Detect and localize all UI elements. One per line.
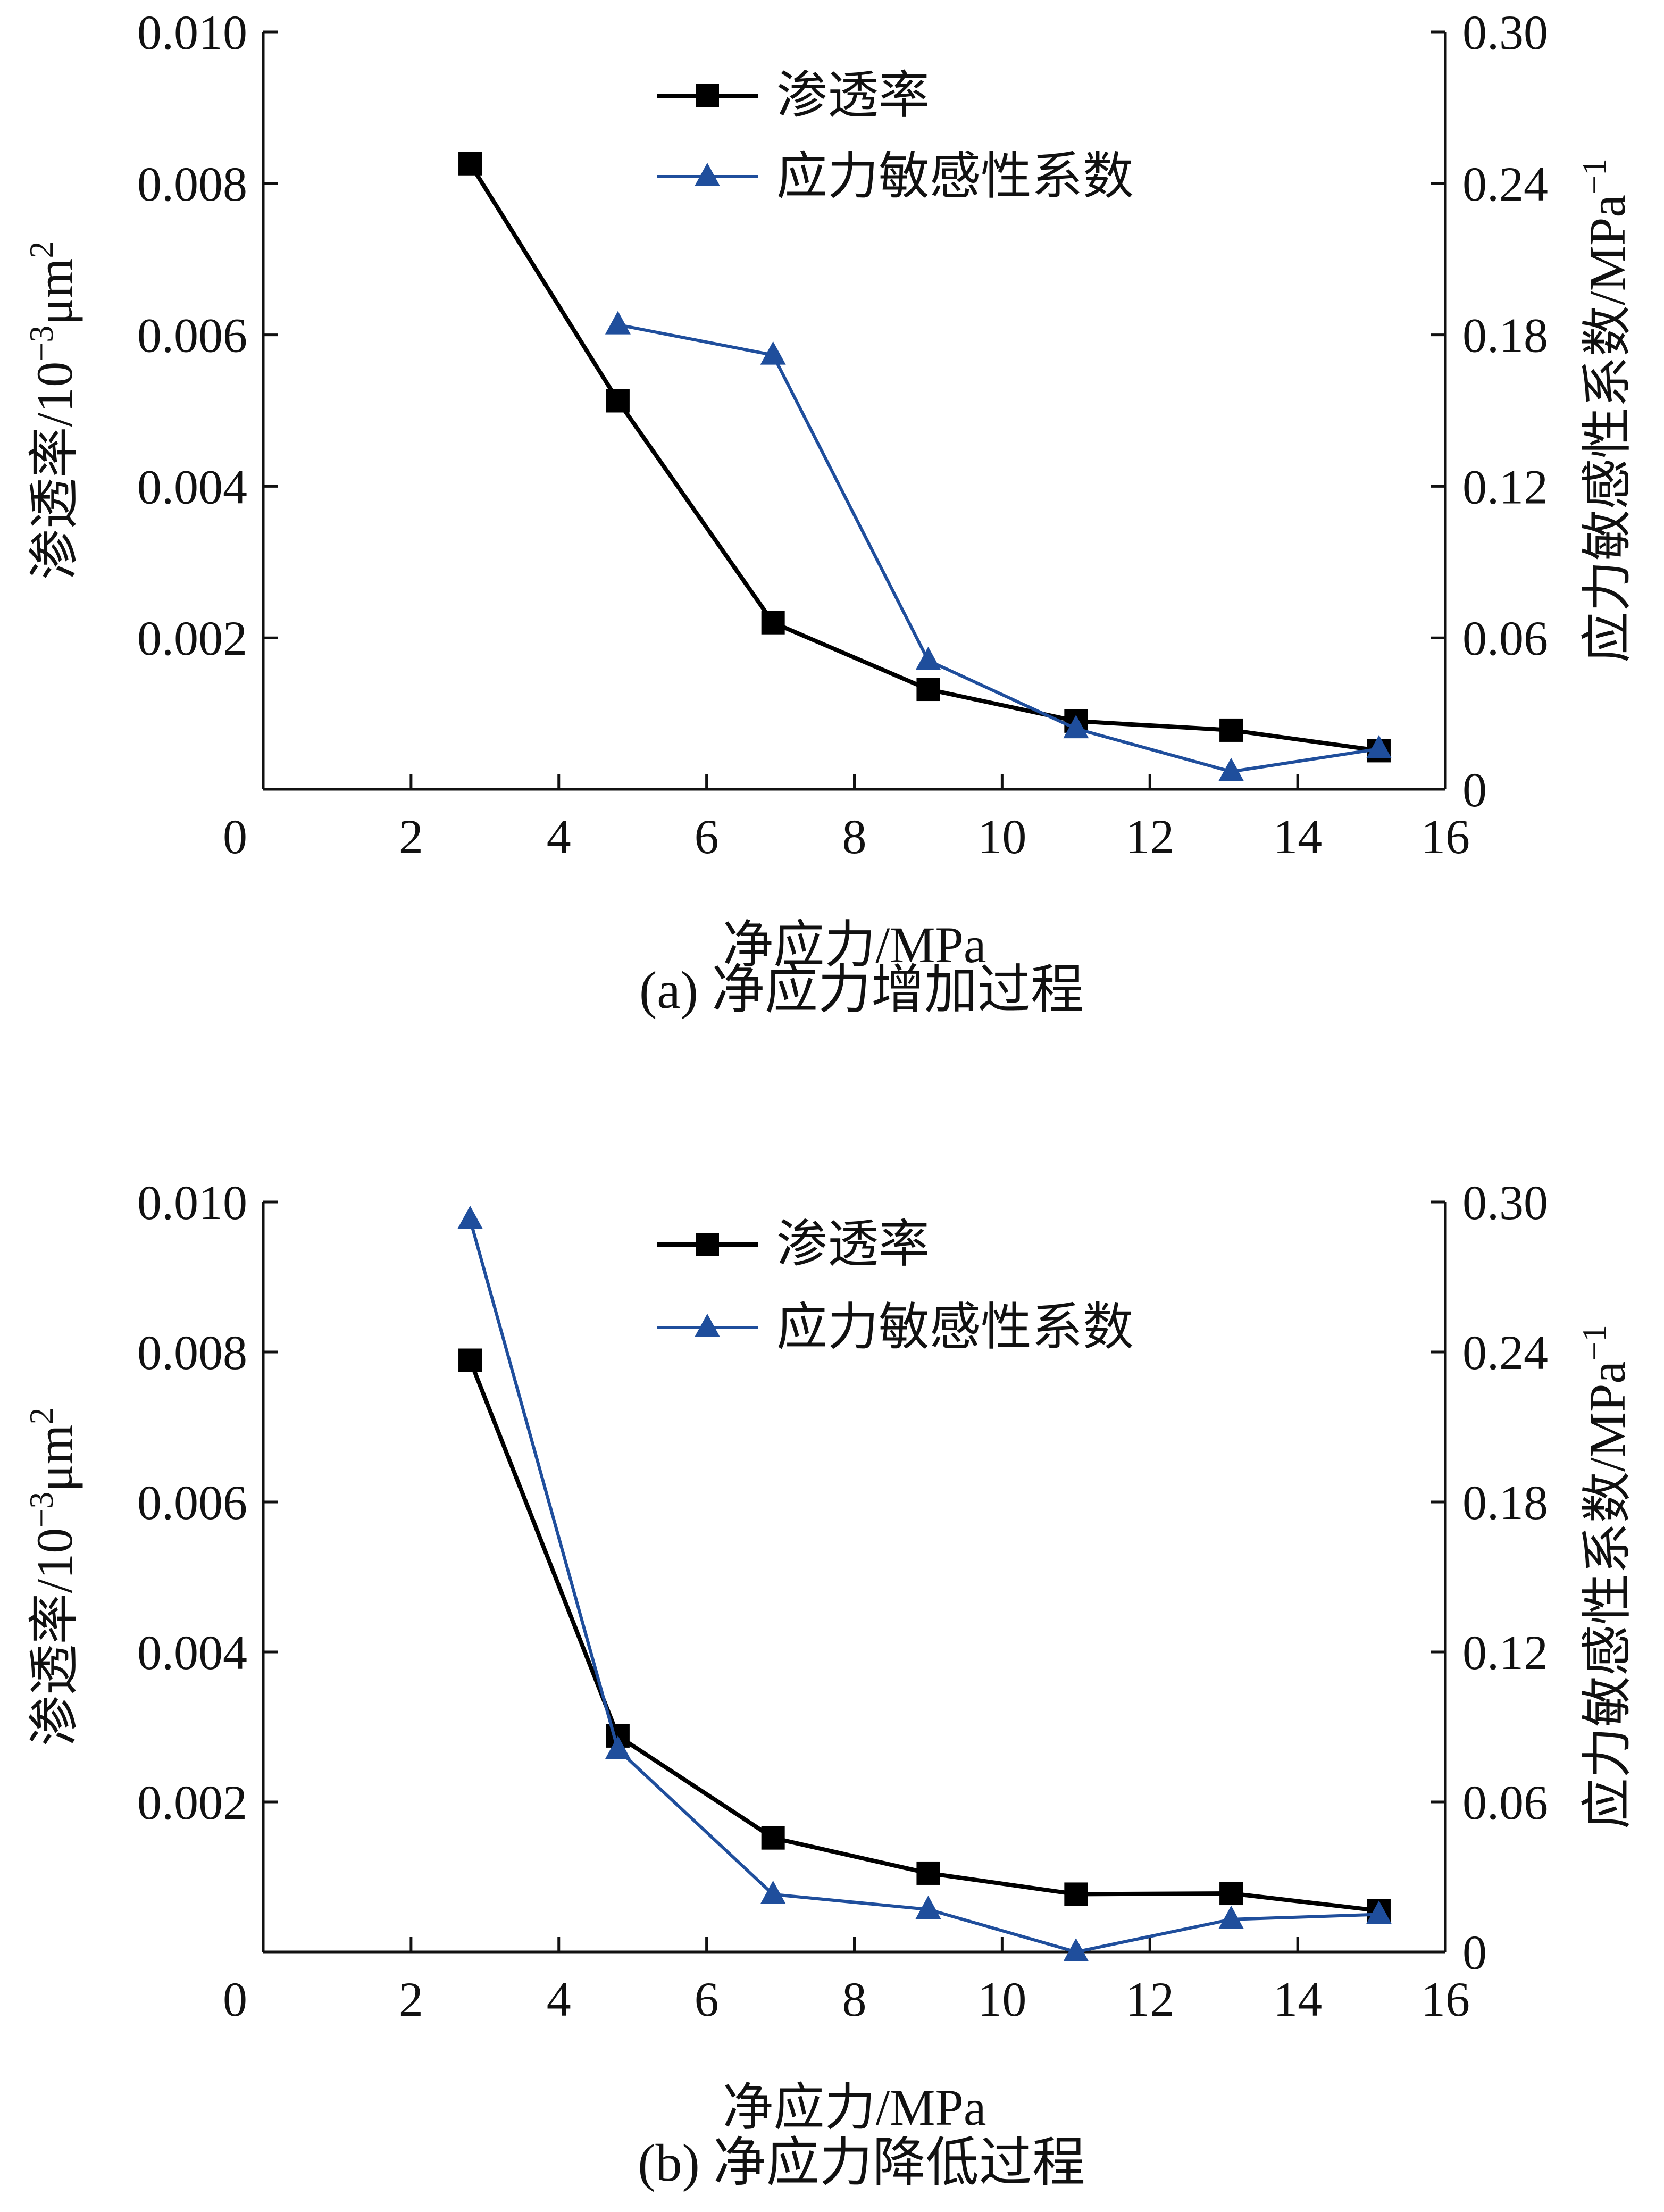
y-right-tick-label: 0.30 [1462,5,1548,60]
data-point-triangle [605,311,631,335]
data-point-square [916,678,940,702]
y-right-title-main: 应力敏感性系数/MPa [1579,1361,1636,1829]
data-point-square [1219,718,1243,742]
y-right-tick-label: 0.06 [1462,611,1548,665]
data-point-triangle [1366,735,1392,759]
series-stress-sensitivity [605,311,1392,781]
data-point-square [1219,1882,1243,1906]
y-left-title-exp: −3 [22,325,60,362]
y-right-tick-label: 0.12 [1462,460,1548,514]
y-left-title-main: 渗透率/10 [26,1528,83,1747]
data-point-square [761,1826,785,1850]
x-tick-label: 6 [695,1972,719,2026]
legend-marker-square [696,1233,719,1256]
y-right-tick-label: 0 [1462,1925,1487,1980]
x-tick-label: 2 [399,809,423,864]
y-left-axis-title: 渗透率/10−3μm2 [22,241,83,580]
y-left-tick-label: 0.006 [137,308,247,363]
data-point-square [458,152,482,176]
data-point-triangle [760,341,786,365]
x-tick-label: 10 [977,1972,1026,2026]
y-left-tick-label: 0.010 [137,1175,247,1230]
y-left-tick-label: 0.010 [137,5,247,60]
legend-marker-triangle [695,1314,720,1337]
y-left-tick-label: 0.004 [137,1625,247,1680]
data-point-triangle [915,1896,941,1919]
x-tick-label: 16 [1421,1972,1470,2026]
x-tick-label: 8 [842,1972,867,2026]
data-point-triangle [605,1735,631,1759]
y-left-title-unit: μm [26,1425,83,1492]
x-tick-label: 2 [399,1972,423,2026]
y-left-title-main: 渗透率/10 [26,362,83,580]
y-left-title-exp: −3 [22,1492,60,1528]
data-point-square [1064,1882,1088,1906]
legend-marker-square [696,84,719,107]
y-left-tick-label: 0.008 [137,1325,247,1380]
figure-caption: (b) 净应力降低过程 [638,2133,1085,2192]
y-left-tick-label: 0.008 [137,157,247,211]
data-point-triangle [1218,1905,1244,1929]
y-right-tick-label: 0.12 [1462,1625,1548,1680]
data-point-square [458,1348,482,1372]
x-tick-label: 14 [1273,1972,1322,2026]
x-tick-label: 8 [842,809,867,864]
y-right-axis-title: 应力敏感性系数/MPa−1 [1575,1325,1636,1829]
legend-label-sensitivity: 应力敏感性系数 [776,148,1134,205]
y-right-title-exp: −1 [1575,1325,1613,1361]
series-line [617,323,1379,773]
x-tick-label: 6 [695,809,719,864]
data-point-triangle [1366,1900,1392,1924]
x-tick-label: 10 [977,809,1026,864]
data-point-square [916,1861,940,1885]
x-tick-label: 0 [223,1972,247,2026]
y-right-axis-title: 应力敏感性系数/MPa−1 [1575,158,1636,663]
data-point-triangle [760,1880,786,1904]
x-tick-label: 4 [547,809,571,864]
data-point-square [761,611,785,635]
x-axis-title: 净应力/MPa [722,916,986,973]
legend-marker-triangle [695,163,720,186]
y-right-tick-label: 0.18 [1462,308,1548,363]
legend-label-sensitivity: 应力敏感性系数 [776,1299,1134,1356]
y-right-tick-label: 0.06 [1462,1775,1548,1830]
x-tick-label: 4 [547,1972,571,2026]
y-left-tick-label: 0.006 [137,1475,247,1530]
y-right-tick-label: 0.30 [1462,1175,1548,1230]
y-right-tick-label: 0 [1462,763,1487,817]
x-tick-label: 0 [223,809,247,864]
data-point-triangle [915,646,941,670]
y-left-axis-title: 渗透率/10−3μm2 [22,1408,83,1747]
y-left-title-unit: μm [26,258,83,325]
y-left-tick-label: 0.002 [137,1775,247,1830]
y-left-tick-label: 0.002 [137,611,247,665]
x-tick-label: 12 [1125,809,1174,864]
y-right-title-exp: −1 [1575,158,1613,195]
y-left-tick-label: 0.004 [137,460,247,514]
x-tick-label: 14 [1273,809,1322,864]
series-stress-sensitivity [457,1205,1392,1961]
x-tick-label: 12 [1125,1972,1174,2026]
y-right-tick-label: 0.24 [1462,157,1548,211]
data-point-triangle [1218,757,1244,781]
legend-label-permeability: 渗透率 [776,1216,930,1273]
x-axis-title: 净应力/MPa [722,2079,986,2136]
chart-panel-b: 0 2 4 6 8 10 12 14 16 0.002 0.004 0.006 0.008 0.010 0 0… [22,1175,1636,2192]
y-right-tick-label: 0.18 [1462,1475,1548,1530]
data-point-triangle [457,1205,483,1229]
data-point-triangle [1063,1938,1089,1961]
data-point-square [606,389,630,413]
x-tick-label: 16 [1421,809,1470,864]
data-point-triangle [1063,715,1089,739]
y-right-tick-label: 0.24 [1462,1325,1548,1380]
y-right-title-main: 应力敏感性系数/MPa [1579,195,1636,663]
y-left-title-unit-exp: 2 [22,241,60,258]
figure-caption: (a) 净应力增加过程 [639,961,1084,1020]
chart-panel-a: 0 2 4 6 8 10 12 14 16 0.002 0.004 0.006 0.008 0.010 0 0… [22,5,1636,1020]
y-left-title-unit-exp: 2 [22,1408,60,1425]
legend-label-permeability: 渗透率 [776,67,930,124]
